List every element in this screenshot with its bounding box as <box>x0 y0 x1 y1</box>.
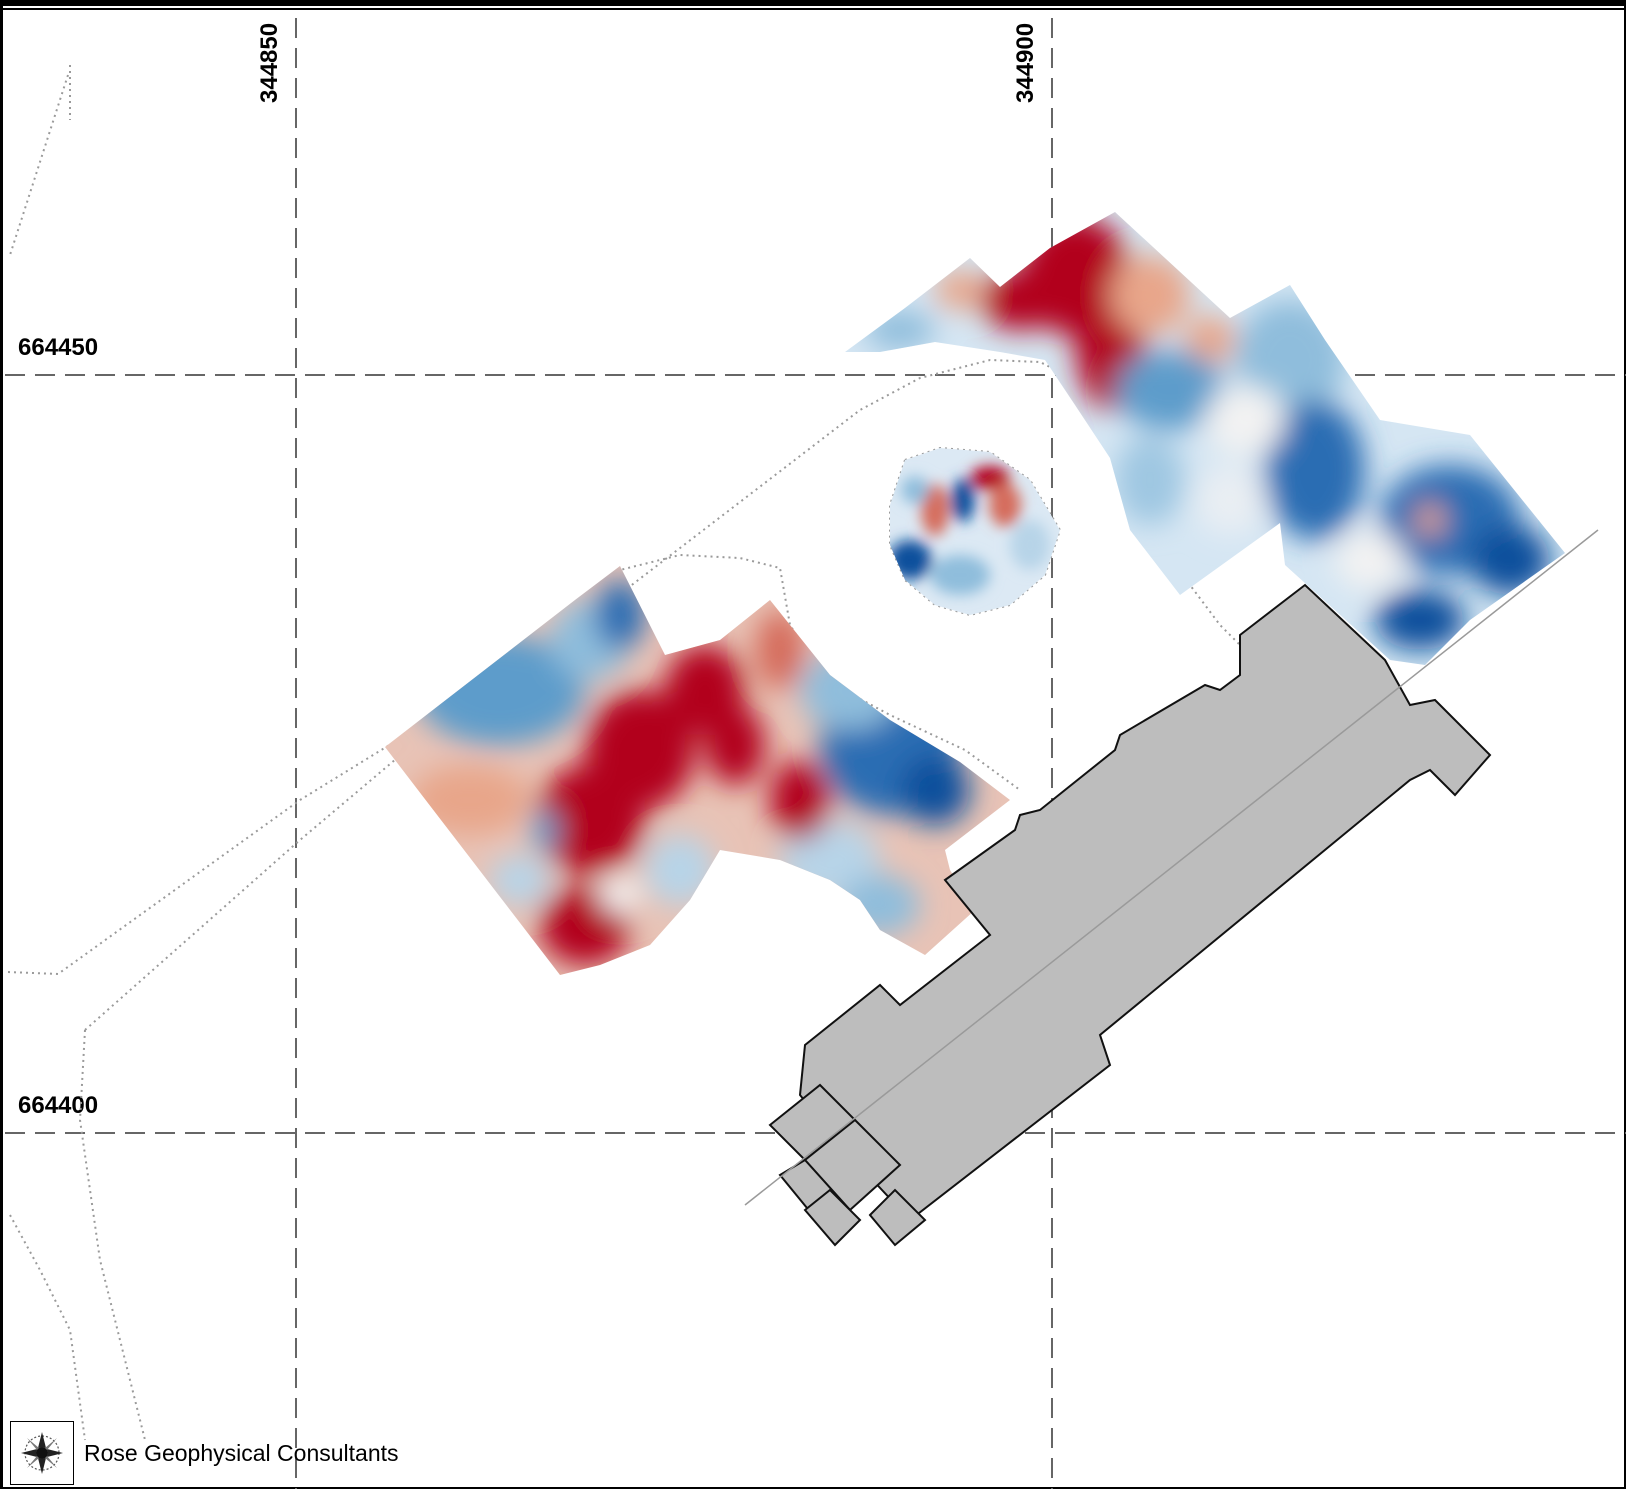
credit-organization-text: Rose Geophysical Consultants <box>84 1439 399 1466</box>
boundary-track-lower <box>84 553 1021 1031</box>
boundary-left-bottom <box>9 1214 86 1441</box>
building-wing-d <box>803 1188 862 1247</box>
northing-label-664400: 664400 <box>18 1092 98 1119</box>
credit-block: Rose Geophysical Consultants <box>10 1421 399 1485</box>
northing-label-664450: 664450 <box>18 334 98 361</box>
easting-label-344850: 344850 <box>256 23 283 103</box>
boundary-top-left <box>9 74 69 256</box>
field-boundaries <box>7 65 1246 1441</box>
building-wing-e <box>868 1188 927 1247</box>
survey-area-circle[interactable] <box>885 440 1065 620</box>
building-main-hall <box>798 583 1492 1222</box>
easting-label-344900: 344900 <box>1012 23 1039 103</box>
building-ridge-line <box>744 529 1599 1206</box>
rose-compass-icon <box>10 1421 74 1485</box>
survey-area-southwest[interactable] <box>380 560 1020 980</box>
boundary-left-lower <box>78 1029 146 1441</box>
